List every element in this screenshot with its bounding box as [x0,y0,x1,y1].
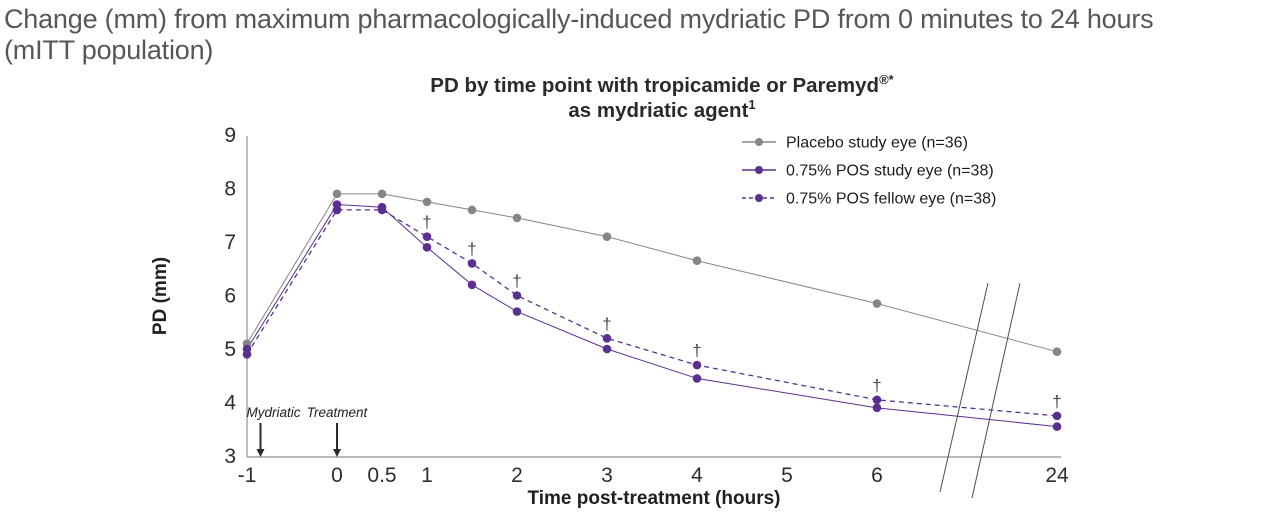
data-point [602,344,612,354]
series-line [246,193,1058,353]
x-tick-label: 5 [781,464,793,487]
x-tick-label: 6 [871,464,883,487]
chart-title: as mydriatic agent1 [568,97,755,122]
y-tick-label: 4 [224,392,236,415]
dagger-significance-marker: † [512,272,521,291]
x-axis-title: Time post-treatment (hours) [527,488,780,509]
data-point [422,232,432,241]
data-point [377,205,387,215]
data-point [422,243,432,252]
legend-label: 0.75% POS fellow eye (n=38) [786,191,996,208]
dagger-significance-marker: † [1052,392,1061,411]
dagger-significance-marker: † [602,314,611,333]
series-line [246,209,1058,417]
annotation-arrow-head [256,449,265,457]
chart-title-superscript: 1 [748,97,755,112]
series-line [246,204,1058,428]
heading-line-1: Change (mm) from maximum pharmacological… [4,4,1154,34]
data-point [467,205,477,215]
dagger-significance-marker: † [872,376,881,395]
annotation-label: Treatment [307,405,369,420]
data-point [1052,422,1062,431]
y-tick-label: 9 [224,124,236,147]
chart-title: PD by time point with tropicamide or Par… [430,72,894,97]
axis-break-mark [939,282,989,493]
data-point [332,205,342,215]
legend-marker-dot [755,138,763,146]
data-point [602,334,612,343]
data-point [242,350,252,359]
y-axis-title: PD (mm) [150,257,171,335]
data-point [467,259,477,268]
chart-title-superscript: ®* [879,72,895,87]
x-tick-label: 1 [421,464,433,487]
data-point [692,360,702,370]
legend-label: Placebo study eye (n=36) [786,135,968,152]
legend-marker-dot [755,194,763,202]
dagger-significance-marker: † [467,239,476,258]
x-tick-label: 0 [331,464,343,487]
x-tick-label: 3 [601,464,613,487]
y-tick-label: 5 [224,338,236,361]
x-tick-label: 4 [691,464,703,487]
data-point [332,189,342,199]
axis-break-mark [971,282,1021,499]
y-tick-label: 6 [224,285,236,308]
data-point [512,213,522,223]
data-point [377,189,387,199]
dagger-significance-marker: † [692,341,701,360]
data-point [872,395,882,405]
data-point [602,232,612,241]
legend-marker-dot [755,166,763,174]
data-point [1052,347,1062,356]
x-tick-label: 24 [1045,464,1069,487]
data-point [467,280,477,290]
data-point [872,299,882,308]
data-point [1052,411,1062,421]
data-point [512,291,522,300]
x-tick-label: 0.5 [367,464,396,487]
dagger-significance-marker: † [422,213,431,232]
y-tick-label: 7 [224,231,236,254]
x-tick-label: 2 [511,464,523,487]
data-point [872,403,882,413]
data-point [692,256,702,266]
legend-label: 0.75% POS study eye (n=38) [786,163,994,180]
data-point [512,307,522,316]
heading-line-2: (mITT population) [4,35,214,65]
page-heading: Change (mm) from maximum pharmacological… [4,4,1276,66]
annotation-label: Mydriatic [246,405,300,420]
y-tick-label: 8 [224,178,236,201]
data-point [422,197,432,207]
x-tick-label: -1 [238,464,257,487]
y-tick-label: 3 [224,445,236,468]
data-point [692,374,702,383]
annotation-arrow-head [333,449,341,457]
